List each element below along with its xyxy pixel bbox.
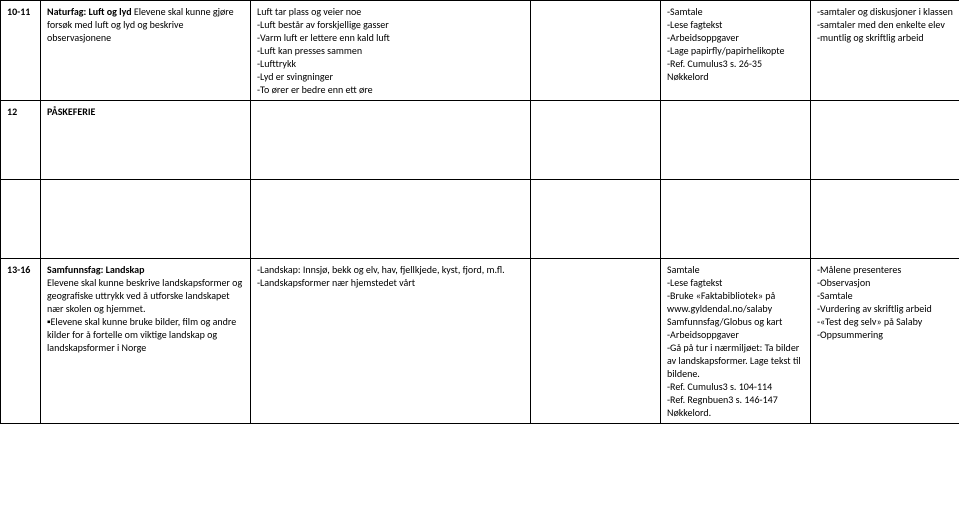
- subject-title: Naturfag: Luft og lyd: [47, 5, 132, 18]
- assessment-cell: -samtaler og diskusjoner i klassen -samt…: [811, 1, 959, 101]
- assessment-line: -Målene presenteres: [817, 263, 953, 276]
- content-line: -Luft består av forskjellige gasser: [257, 18, 524, 31]
- empty-cell: [811, 101, 959, 180]
- activity-line: -Ref. Regnbuen3 s. 146-147: [667, 393, 804, 406]
- content-line: -Landskapsformer nær hjemstedet vårt: [257, 276, 524, 289]
- empty-cell: [251, 101, 531, 180]
- empty-cell: [251, 180, 531, 259]
- content-line: -Luft kan presses sammen: [257, 44, 524, 57]
- content-cell: -Landskap: Innsjø, bekk og elv, hav, fje…: [251, 259, 531, 424]
- content-line: -Landskap: Innsjø, bekk og elv, hav, fje…: [257, 263, 524, 276]
- assessment-line: -muntlig og skriftlig arbeid: [817, 31, 953, 44]
- content-cell: Luft tar plass og veier noe -Luft består…: [251, 1, 531, 101]
- assessment-line: -Vurdering av skriftlig arbeid: [817, 302, 953, 315]
- table-row: 13-16 Samfunnsfag: Landskap Elevene skal…: [1, 259, 959, 424]
- week-cell: 12: [1, 101, 41, 180]
- subject-cell: Naturfag: Luft og lyd Elevene skal kunne…: [41, 1, 251, 101]
- content-line: -Lyd er svingninger: [257, 70, 524, 83]
- week-text: 10-11: [7, 5, 30, 18]
- table-row: 12 PÅSKEFERIE: [1, 101, 959, 180]
- table-row: 10-11 Naturfag: Luft og lyd Elevene skal…: [1, 1, 959, 101]
- week-cell: 10-11: [1, 1, 41, 101]
- activity-line: -Lese fagtekst: [667, 276, 804, 289]
- empty-cell: [531, 180, 661, 259]
- content-line: Luft tar plass og veier noe: [257, 5, 524, 18]
- content-line: -Varm luft er lettere enn kald luft: [257, 31, 524, 44]
- activity-line: -Arbeidsoppgaver: [667, 328, 804, 341]
- activity-cell: Samtale -Lese fagtekst -Bruke «Faktabibl…: [661, 259, 811, 424]
- activity-line: Nøkkelord.: [667, 406, 804, 419]
- subject-title: Samfunnsfag: Landskap: [47, 263, 144, 276]
- empty-cell: [531, 101, 661, 180]
- assessment-cell: -Målene presenteres -Observasjon -Samtal…: [811, 259, 959, 424]
- activity-line: -Bruke «Faktabibliotek» på www.gyldendal…: [667, 289, 804, 328]
- assessment-line: -Oppsummering: [817, 328, 953, 341]
- activity-line: -Gå på tur i nærmiljøet: Ta bilder av la…: [667, 341, 804, 380]
- content-line: -To ører er bedre enn ett øre: [257, 83, 524, 96]
- assessment-line: -«Test deg selv» på Salaby: [817, 315, 953, 328]
- week-text: 13-16: [7, 263, 30, 276]
- holiday-cell: PÅSKEFERIE: [41, 101, 251, 180]
- assessment-line: -samtaler og diskusjoner i klassen: [817, 5, 953, 18]
- activity-line: -Ref. Cumulus3 s. 26-35: [667, 57, 804, 70]
- activity-line: -Lage papirfly/papirhelikopte: [667, 44, 804, 57]
- assessment-line: -samtaler med den enkelte elev: [817, 18, 953, 31]
- table-row-gap: [1, 180, 959, 259]
- empty-cell: [531, 259, 661, 424]
- activity-line: -Samtale: [667, 5, 804, 18]
- empty-cell: [811, 180, 959, 259]
- activity-line: Samtale: [667, 263, 804, 276]
- empty-cell: [531, 1, 661, 101]
- subject-cell: Samfunnsfag: Landskap Elevene skal kunne…: [41, 259, 251, 424]
- assessment-line: -Samtale: [817, 289, 953, 302]
- content-line: -Lufttrykk: [257, 57, 524, 70]
- holiday-label: PÅSKEFERIE: [47, 105, 95, 118]
- assessment-line: -Observasjon: [817, 276, 953, 289]
- week-text: 12: [7, 105, 17, 118]
- activity-line: -Arbeidsoppgaver: [667, 31, 804, 44]
- activity-line: -Ref. Cumulus3 s. 104-114: [667, 380, 804, 393]
- week-cell: 13-16: [1, 259, 41, 424]
- subject-body: Elevene skal kunne beskrive landskapsfor…: [47, 276, 244, 315]
- empty-cell: [661, 180, 811, 259]
- empty-cell: [41, 180, 251, 259]
- activity-cell: -Samtale -Lese fagtekst -Arbeidsoppgaver…: [661, 1, 811, 101]
- subject-body: ▪Elevene skal kunne bruke bilder, film o…: [47, 315, 244, 354]
- activity-line: -Lese fagtekst: [667, 18, 804, 31]
- activity-line: Nøkkelord: [667, 70, 804, 83]
- empty-cell: [1, 180, 41, 259]
- empty-cell: [661, 101, 811, 180]
